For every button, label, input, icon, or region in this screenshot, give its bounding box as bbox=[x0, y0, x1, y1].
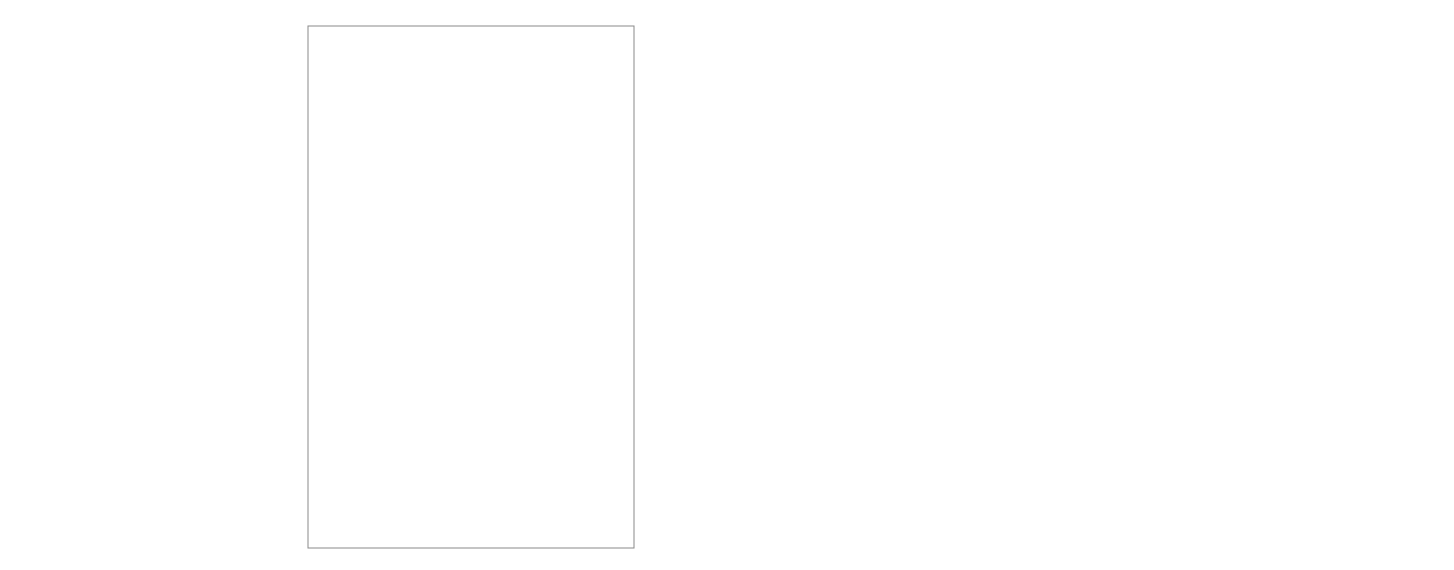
architecture-diagram bbox=[0, 0, 1454, 570]
panel-server bbox=[308, 26, 634, 548]
